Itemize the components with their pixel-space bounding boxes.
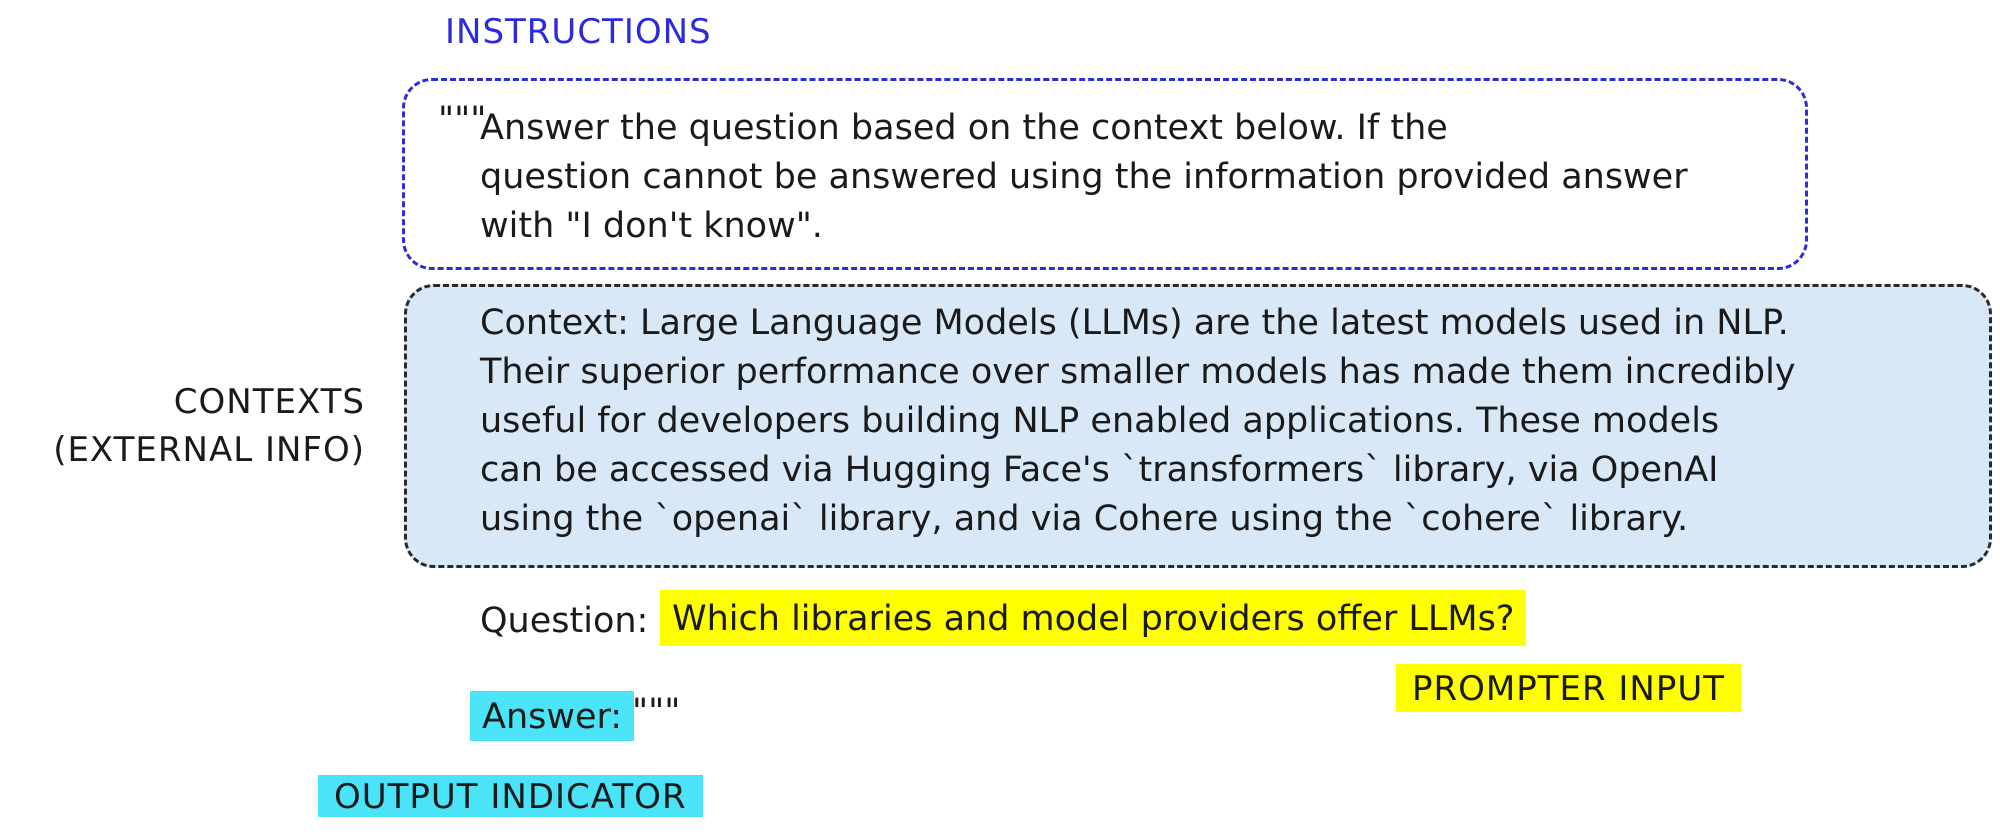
context-line-3: useful for developers building NLP enabl… <box>480 401 1720 441</box>
context-box <box>404 284 1992 568</box>
context-line-1: Context: Large Language Models (LLMs) ar… <box>480 303 1789 343</box>
contexts-label-line-2: (EXTERNAL INFO) <box>53 430 365 470</box>
contexts-label-line-1: CONTEXTS <box>173 382 365 422</box>
output-indicator-label: OUTPUT INDICATOR <box>318 775 703 817</box>
contexts-label: CONTEXTS (EXTERNAL INFO) <box>0 378 365 474</box>
instructions-open-quote: """ <box>438 100 487 140</box>
question-prefix: Question: <box>480 601 649 641</box>
context-line-2: Their superior performance over smaller … <box>480 352 1796 392</box>
instructions-line-2: question cannot be answered using the in… <box>480 157 1688 197</box>
context-line-4: can be accessed via Hugging Face's `tran… <box>480 450 1719 490</box>
answer-close-quote: """ <box>632 692 681 732</box>
context-line-5: using the `openai` library, and via Cohe… <box>480 499 1689 539</box>
instructions-line-1: Answer the question based on the context… <box>480 108 1448 148</box>
question-text: Which libraries and model providers offe… <box>660 590 1527 646</box>
prompter-input-label: PROMPTER INPUT <box>1396 664 1742 712</box>
instructions-line-3: with "I don't know". <box>480 206 823 246</box>
answer-label: Answer: <box>470 691 635 741</box>
instructions-box <box>402 78 1808 270</box>
instructions-label: INSTRUCTIONS <box>445 12 712 52</box>
